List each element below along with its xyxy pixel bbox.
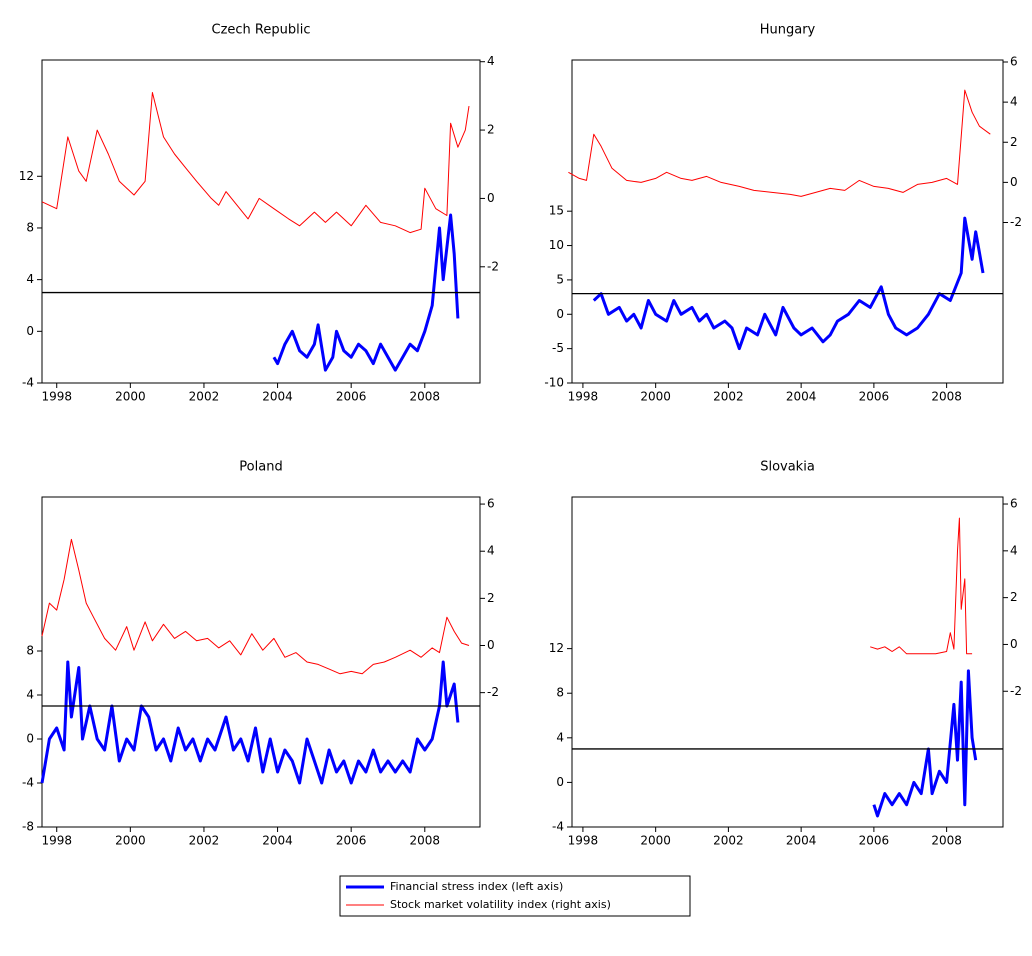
x-tick-label: 1998: [568, 390, 599, 404]
panel-title: Hungary: [760, 23, 816, 38]
y-tick-label: 12: [549, 641, 564, 655]
plot-frame: [571, 59, 1004, 384]
y-tick-label: 4: [556, 730, 564, 744]
y-tick-label: -5: [552, 341, 564, 355]
legend-label: Stock market volatility index (right axi…: [390, 898, 611, 911]
y2-tick-label: 6: [1010, 497, 1018, 511]
plot-frame: [571, 496, 1004, 828]
y2-tick-label: 2: [1010, 590, 1018, 604]
x-tick-label: 1998: [568, 834, 599, 848]
y-tick-label: 10: [549, 238, 564, 252]
y-tick-label: 12: [19, 169, 34, 183]
x-tick-label: 2000: [115, 834, 146, 848]
y-tick-label: -10: [544, 376, 564, 390]
y-tick-label: 15: [549, 204, 564, 218]
x-tick-label: 2002: [189, 834, 220, 848]
y-tick-label: 0: [556, 775, 564, 789]
y-tick-label: 8: [26, 220, 34, 234]
series-line: [870, 517, 973, 655]
y-tick-label: -4: [22, 776, 34, 790]
plot-frame: [41, 496, 481, 828]
y2-tick-label: 4: [487, 544, 495, 558]
x-tick-label: 2004: [262, 390, 293, 404]
y-tick-label: 8: [556, 686, 564, 700]
y2-tick-label: 6: [487, 497, 495, 511]
panel-title: Poland: [239, 460, 282, 475]
y2-tick-label: 2: [487, 123, 495, 137]
x-tick-label: 2006: [336, 390, 367, 404]
y2-tick-label: 4: [487, 54, 495, 68]
y2-tick-label: 0: [1010, 175, 1018, 189]
x-tick-label: 2006: [336, 834, 367, 848]
y-tick-label: -4: [552, 820, 564, 834]
x-tick-label: 2008: [410, 390, 441, 404]
panel-title: Czech Republic: [212, 23, 311, 38]
y-tick-label: -8: [22, 820, 34, 834]
y-tick-label: 8: [26, 644, 34, 658]
x-tick-label: 2000: [640, 834, 671, 848]
y2-tick-label: 0: [487, 191, 495, 205]
y-tick-label: 5: [556, 272, 564, 286]
series-line: [272, 213, 460, 372]
x-tick-label: 2002: [189, 390, 220, 404]
series-line: [568, 89, 991, 197]
y-tick-label: 4: [26, 688, 34, 702]
x-tick-label: 2002: [713, 390, 744, 404]
x-tick-label: 1998: [41, 834, 72, 848]
series-line: [872, 669, 978, 818]
x-tick-label: 2008: [931, 390, 962, 404]
x-tick-label: 2004: [262, 834, 293, 848]
y-tick-label: 0: [556, 307, 564, 321]
y2-tick-label: 0: [1010, 637, 1018, 651]
y-tick-label: 4: [26, 272, 34, 286]
x-tick-label: 2008: [410, 834, 441, 848]
y2-tick-label: 0: [487, 638, 495, 652]
y2-tick-label: -2: [1010, 215, 1022, 229]
x-tick-label: 1998: [41, 390, 72, 404]
y2-tick-label: -2: [487, 259, 499, 273]
x-tick-label: 2006: [859, 834, 890, 848]
x-tick-label: 2006: [859, 390, 890, 404]
y-tick-label: -4: [22, 376, 34, 390]
legend-label: Financial stress index (left axis): [390, 880, 563, 893]
x-tick-label: 2004: [786, 834, 817, 848]
legend-frame: [339, 875, 691, 917]
x-tick-label: 2002: [713, 834, 744, 848]
y-tick-label: 0: [26, 732, 34, 746]
x-tick-label: 2000: [115, 390, 146, 404]
series-line: [592, 216, 985, 351]
y2-tick-label: 2: [487, 591, 495, 605]
y-tick-label: 0: [26, 324, 34, 338]
y2-tick-label: 4: [1010, 543, 1018, 557]
series-line: [41, 92, 470, 234]
series-line: [40, 660, 460, 785]
plot-frame: [41, 59, 481, 384]
series-line: [41, 538, 470, 675]
x-tick-label: 2000: [640, 390, 671, 404]
y2-tick-label: 4: [1010, 95, 1018, 109]
x-tick-label: 2004: [786, 390, 817, 404]
y2-tick-label: -2: [487, 685, 499, 699]
y2-tick-label: -2: [1010, 684, 1022, 698]
y2-tick-label: 6: [1010, 55, 1018, 69]
panel-title: Slovakia: [760, 460, 815, 475]
y2-tick-label: 2: [1010, 135, 1018, 149]
x-tick-label: 2008: [931, 834, 962, 848]
